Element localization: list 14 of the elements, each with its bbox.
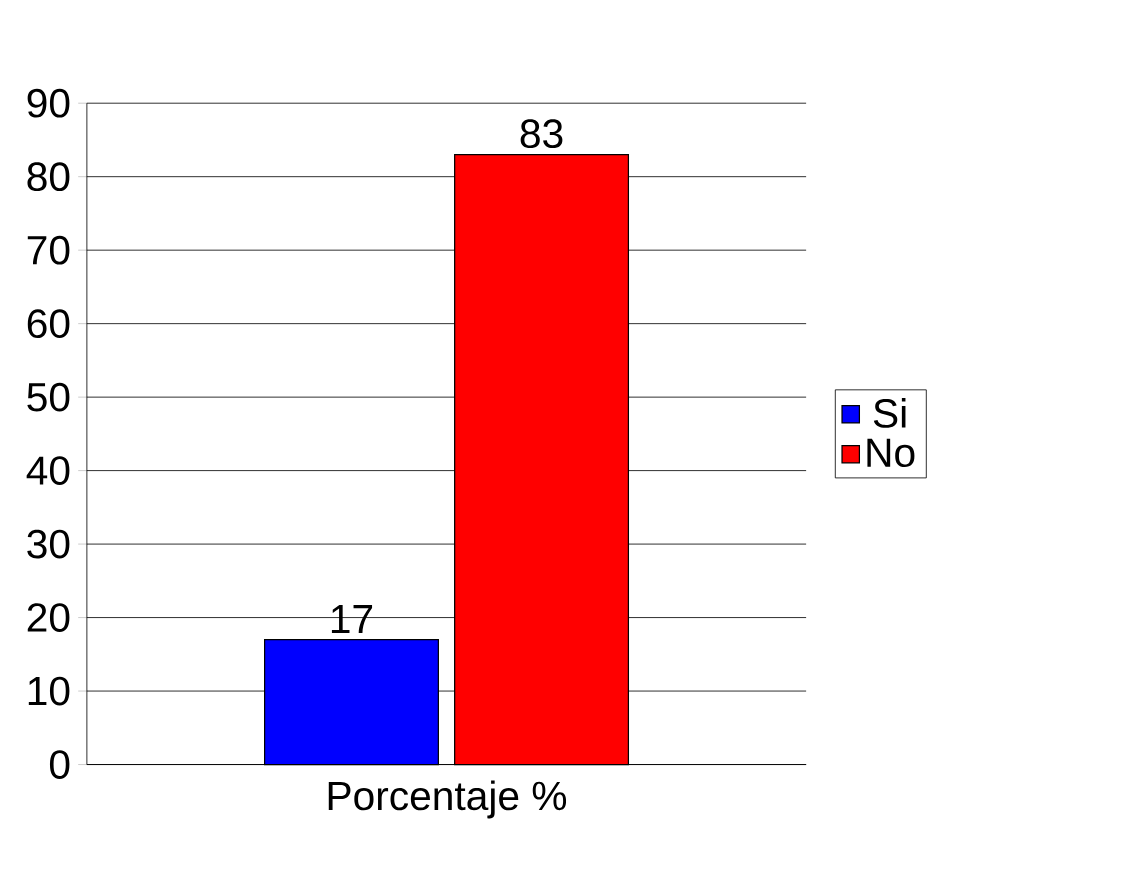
y-tick-label: 90 (27, 88, 70, 118)
data-label: 83 (520, 119, 563, 149)
x-tick-label: Porcentaje % (328, 780, 567, 819)
y-tick-label: 60 (27, 309, 70, 339)
y-tick-label: 70 (27, 235, 70, 265)
y-tick-label: 30 (27, 529, 70, 559)
y-tick-label: 40 (26, 456, 70, 486)
y-tick-label: 0 (49, 750, 70, 779)
y-tick-label: 80 (27, 162, 70, 192)
legend-label: Si (873, 398, 906, 428)
y-tick-label: 10 (28, 676, 70, 706)
legend-label: No (867, 438, 915, 468)
y-tick-label: 20 (27, 603, 70, 632)
y-tick-label: 50 (27, 382, 70, 412)
